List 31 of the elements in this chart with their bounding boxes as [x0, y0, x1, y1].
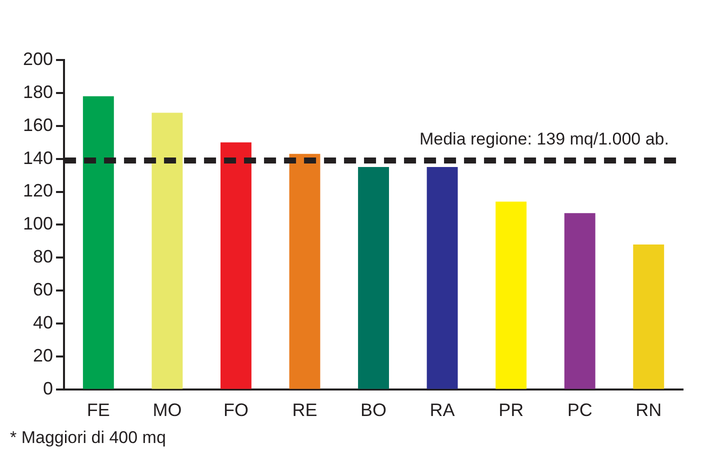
x-tick-label: FO [223, 400, 248, 420]
y-tick-label: 180 [22, 82, 54, 102]
y-tick-label: 20 [33, 345, 54, 366]
x-tick-label: RN [636, 400, 662, 420]
x-tick-label: FE [86, 400, 110, 420]
bar [152, 112, 183, 389]
bar [289, 154, 320, 389]
y-tick-label: 0 [43, 378, 54, 398]
x-tick-label: RE [292, 400, 318, 420]
y-tick-label: 80 [33, 246, 54, 267]
bar [426, 167, 458, 389]
ref-line-label: Media regione: 139 mq/1.000 ab. [419, 130, 669, 149]
y-tick-label: 140 [22, 148, 54, 168]
x-tick-label: RA [430, 400, 455, 420]
bar [220, 142, 252, 389]
x-tick-label: BO [360, 400, 387, 420]
bar [82, 96, 114, 389]
x-tick-label: PC [567, 400, 592, 420]
y-tick-label: 100 [22, 214, 54, 234]
y-tick-label: 200 [22, 48, 54, 69]
bar [633, 244, 664, 389]
bar [358, 167, 389, 389]
x-tick-label: PR [498, 400, 524, 420]
bar [564, 213, 596, 389]
x-tick-label: MO [152, 400, 182, 420]
y-tick-label: 40 [33, 312, 54, 332]
bar [496, 202, 527, 389]
y-tick-label: 60 [33, 280, 54, 300]
y-tick-label: 120 [22, 180, 54, 201]
y-tick-label: 160 [22, 114, 54, 135]
text: * Maggiori di 400 mq [10, 428, 166, 448]
